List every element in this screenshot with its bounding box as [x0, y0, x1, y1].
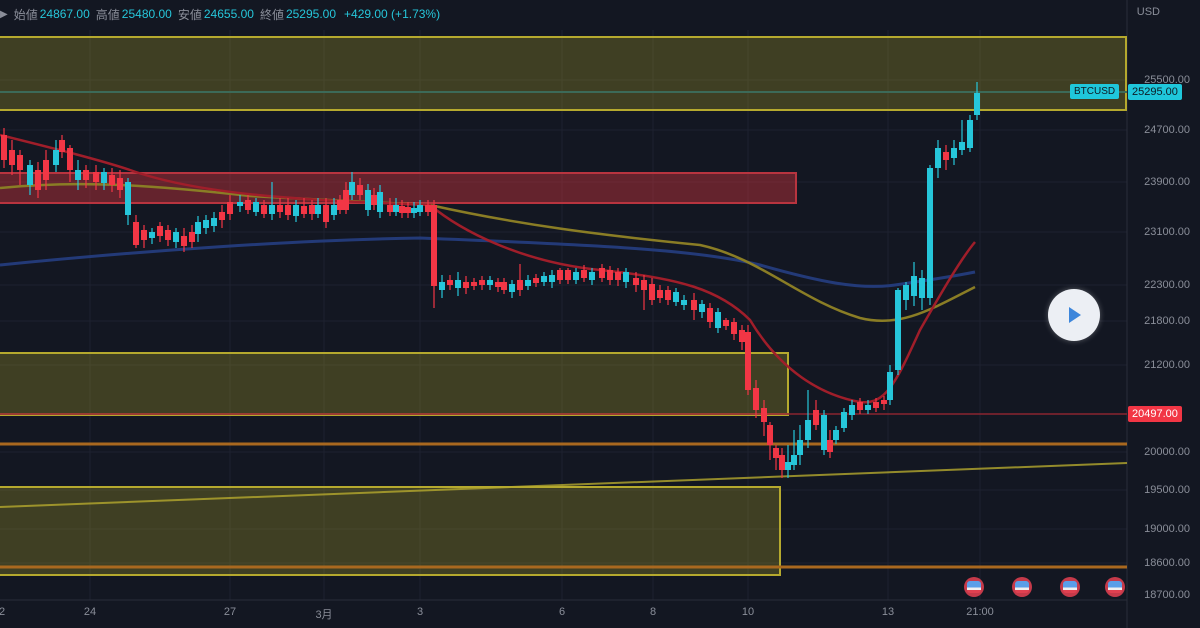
event-flag-1[interactable] [964, 577, 984, 597]
close-value: 25295.00 [285, 7, 337, 21]
us-flag-icon [1015, 581, 1029, 593]
x-tick-label: 3月 [315, 609, 333, 621]
us-flag-icon [1063, 581, 1077, 593]
y-tick-label: 20000.00 [1144, 446, 1190, 458]
x-tick-label: 27 [223, 606, 237, 618]
x-tick-label: 3 [416, 606, 424, 618]
us-flag-icon [967, 581, 981, 593]
low-label: 安値 [177, 7, 202, 22]
open-label: 始値 [13, 7, 38, 22]
y-tick-label: 18700.00 [1144, 589, 1190, 601]
y-tick-label: 19500.00 [1144, 484, 1190, 496]
x-tick-label: 24 [83, 606, 97, 618]
event-flag-4[interactable] [1105, 577, 1125, 597]
y-tick-label: 22300.00 [1144, 279, 1190, 291]
close-label: 終値 [259, 7, 284, 22]
y-tick-label: 24700.00 [1144, 124, 1190, 136]
ohlc-legend: ▶ 始値 24867.00 高値 25480.00 安値 24655.00 終値 252… [0, 4, 440, 24]
x-tick-label: 2 [0, 606, 6, 618]
last-price-tag: 25295.00 [1128, 84, 1182, 100]
y-tick-label: 21800.00 [1144, 315, 1190, 327]
change-value: +429.00 (+1.73%) [344, 7, 441, 21]
x-tick-label: 10 [741, 606, 755, 618]
us-flag-icon [1108, 581, 1122, 593]
y-tick-label: 19000.00 [1144, 523, 1190, 535]
currency-label: USD [1136, 6, 1160, 18]
collapse-arrow-icon[interactable]: ▶ [0, 8, 8, 20]
symbol-tag: BTCUSD [1070, 84, 1120, 99]
y-tick-label: 21200.00 [1144, 359, 1190, 371]
y-tick-label: 25500.00 [1144, 74, 1190, 86]
y-tick-label: 23900.00 [1144, 176, 1190, 188]
x-tick-label: 21:00 [966, 606, 994, 618]
event-flag-2[interactable] [1012, 577, 1032, 597]
low-value: 24655.00 [203, 7, 254, 21]
high-value: 25480.00 [121, 7, 172, 21]
price-axis[interactable]: USD [1128, 0, 1200, 628]
x-tick-label: 8 [649, 606, 657, 618]
high-label: 高値 [95, 7, 120, 22]
y-tick-label: 18600.00 [1144, 557, 1190, 569]
marker-price-tag: 20497.00 [1128, 406, 1182, 422]
play-button[interactable] [1048, 289, 1100, 341]
x-tick-label: 6 [558, 606, 566, 618]
y-tick-label: 23100.00 [1144, 226, 1190, 238]
event-flag-3[interactable] [1060, 577, 1080, 597]
x-tick-label: 13 [881, 606, 895, 618]
open-value: 24867.00 [39, 7, 90, 21]
play-icon [1069, 307, 1081, 323]
